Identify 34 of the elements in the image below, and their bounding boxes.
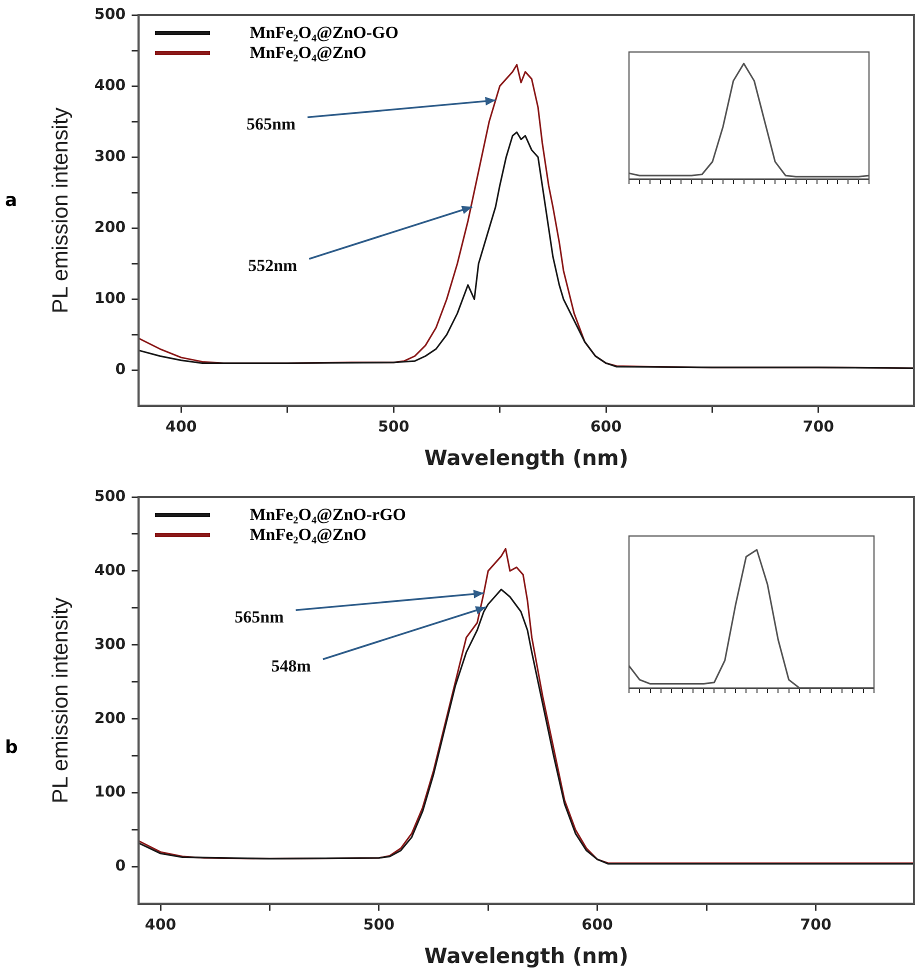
y-tick-label: 400	[94, 560, 126, 579]
annotation: 552nm	[248, 256, 298, 276]
y-tick-label: 0	[115, 360, 126, 378]
y-tick-label: 100	[94, 782, 126, 801]
y-axis-title: PL emission intensity	[47, 107, 72, 314]
x-tick-label: 700	[802, 418, 834, 436]
y-tick-label: 100	[94, 289, 126, 308]
annotation: 565nm	[246, 114, 296, 134]
legend-label: MnFe₂O₄@ZnO	[250, 525, 366, 545]
annotation: 565nm	[234, 608, 284, 627]
x-tick-label: 400	[166, 418, 197, 436]
x-tick-label: 600	[582, 916, 613, 934]
text: b	[5, 737, 18, 758]
legend-label: MnFe₂O₄@ZnO-rGO	[250, 505, 406, 525]
y-tick-label: 500	[94, 4, 126, 23]
x-axis-title: Wavelength (nm)	[424, 944, 628, 968]
x-tick-label: 700	[800, 916, 832, 934]
legend-label: MnFe₂O₄@ZnO-GO	[250, 23, 398, 43]
x-tick-label: 600	[590, 418, 622, 436]
y-tick-label: 300	[94, 147, 126, 165]
y-tick-label: 400	[94, 76, 126, 94]
text: a	[5, 190, 18, 211]
annotation: 548m	[271, 656, 311, 676]
y-tick-label: 200	[94, 708, 126, 727]
legend-label: MnFe₂O₄@ZnO	[250, 43, 366, 63]
y-tick-label: 0	[115, 856, 126, 875]
x-tick-label: 400	[144, 916, 176, 934]
x-tick-label: 500	[363, 916, 395, 934]
x-axis-title: Wavelength (nm)	[424, 446, 628, 470]
y-axis-title: PL emission intensity	[47, 597, 72, 804]
y-tick-label: 200	[94, 218, 126, 236]
y-tick-label: 500	[94, 486, 126, 505]
y-tick-label: 300	[94, 634, 126, 653]
x-tick-label: 500	[378, 418, 410, 436]
